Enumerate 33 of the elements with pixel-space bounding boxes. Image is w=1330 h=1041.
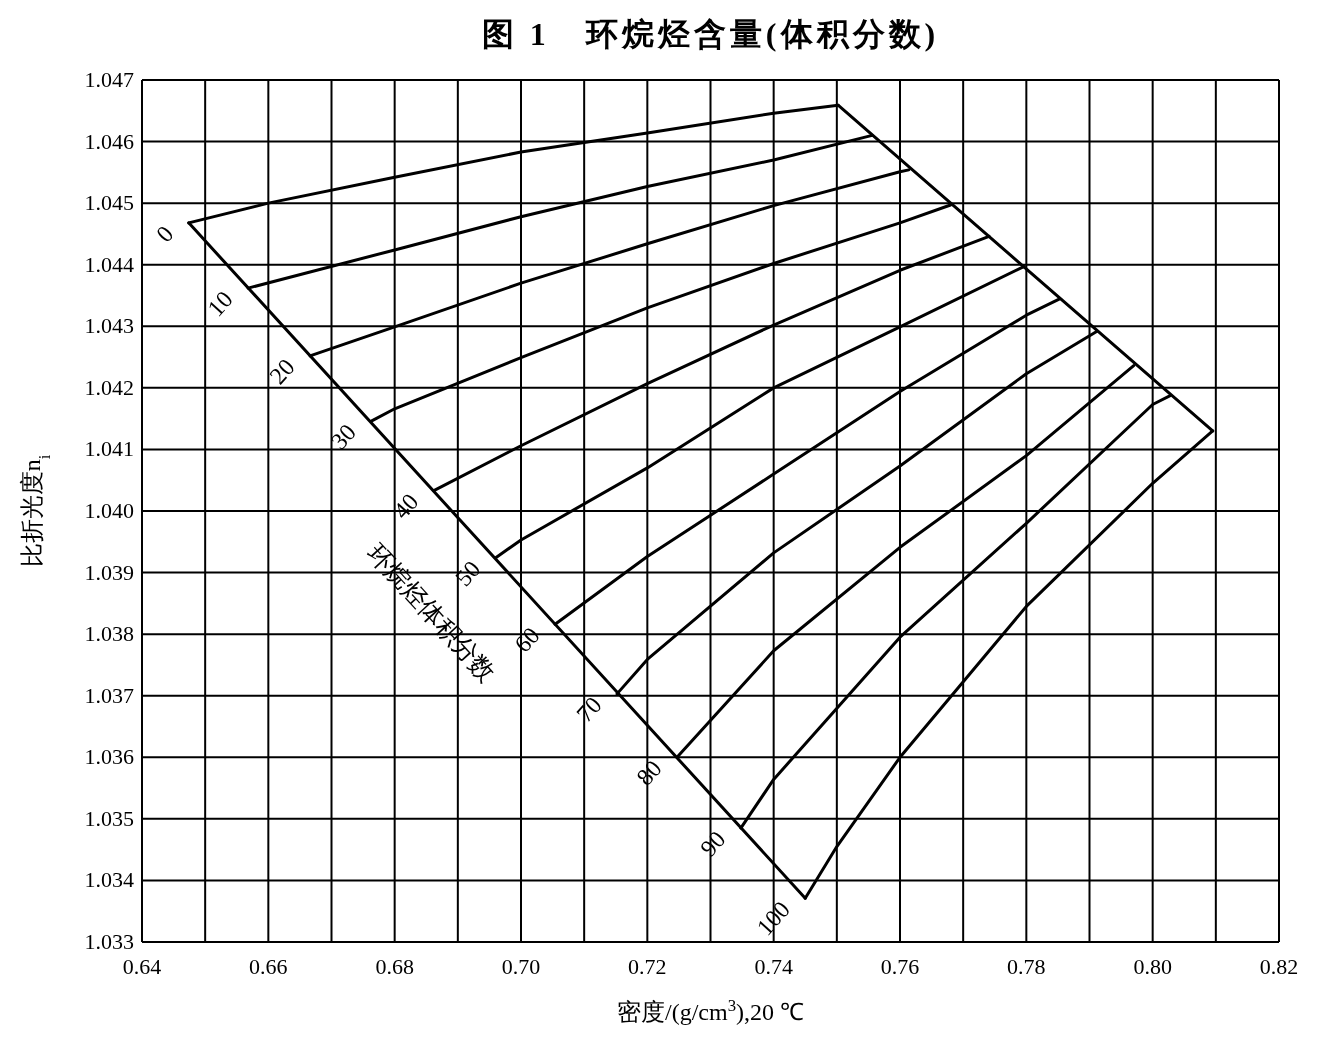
text: 70 xyxy=(571,691,607,728)
y-tick-label: 1.043 xyxy=(84,313,134,339)
x-tick-label: 0.80 xyxy=(1133,954,1172,979)
text: 0 xyxy=(151,220,179,248)
x-axis-title: 密度/(g/cm$^{3}$),20 ℃ xyxy=(616,995,805,1025)
y-tick-label: 1.038 xyxy=(84,621,134,647)
y-tick-label: 1.034 xyxy=(84,867,134,893)
x-tick-label: 0.74 xyxy=(754,954,793,979)
y-tick-label: 1.047 xyxy=(84,67,134,92)
y-tick-label: 1.035 xyxy=(84,805,134,831)
x-tick-label: 0.66 xyxy=(249,954,288,979)
x-tick-label: 0.82 xyxy=(1259,954,1299,979)
x-tick-label: 0.78 xyxy=(1007,954,1046,979)
y-tick-label: 1.039 xyxy=(84,559,134,585)
y-tick-label: 1.037 xyxy=(84,682,134,708)
y-tick-label: 1.036 xyxy=(84,744,134,770)
y-tick-label: 1.040 xyxy=(84,498,134,523)
chart-title: 图 1 环烷烃含量(体积分数) xyxy=(481,16,940,52)
y-tick-label: 1.033 xyxy=(84,929,134,954)
text: 100 xyxy=(751,896,795,941)
x-tick-label: 0.70 xyxy=(501,954,541,979)
y-tick-label: 1.045 xyxy=(84,190,134,216)
y-tick-label: 1.042 xyxy=(84,374,134,400)
text: 30 xyxy=(325,419,362,455)
x-tick-label: 0.64 xyxy=(122,954,162,979)
x-tick-label: 0.68 xyxy=(375,954,414,979)
x-tick-label: 0.76 xyxy=(880,954,920,979)
y-tick-label: 1.044 xyxy=(84,251,134,277)
x-tick-label: 0.72 xyxy=(628,954,667,979)
text: 20 xyxy=(264,353,300,390)
y-tick-label: 1.046 xyxy=(84,128,134,154)
y-tick-label: 1.041 xyxy=(84,436,134,462)
text: 10 xyxy=(202,286,238,322)
